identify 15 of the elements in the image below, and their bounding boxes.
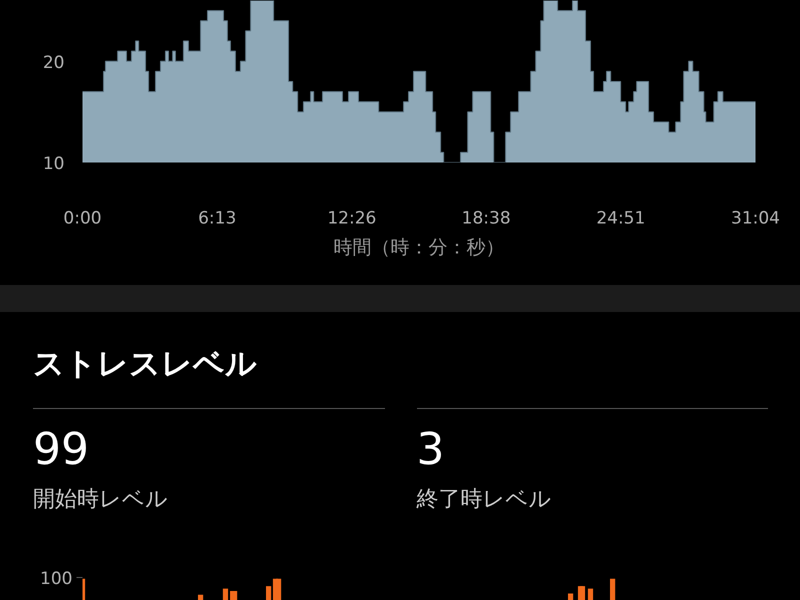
text: 終了時レベル — [416, 486, 552, 514]
y-tick-label: 10 — [42, 154, 65, 174]
text: ストレスレベル — [33, 345, 258, 384]
y-tick-label: 20 — [42, 52, 65, 73]
x-tick-label: 24:51 — [596, 208, 646, 228]
x-tick-label: 6:13 — [198, 208, 236, 228]
x-tick-label: 12:26 — [327, 208, 376, 228]
x-axis-title: 時間（時：分：秒） — [334, 236, 504, 258]
text: 99 — [33, 423, 90, 478]
y-tick-label: 100 — [40, 569, 73, 589]
text: 開始時レベル — [33, 486, 169, 514]
x-tick-label: 18:38 — [462, 208, 511, 228]
x-tick-label: 0:00 — [63, 208, 102, 228]
text: 3 — [416, 423, 446, 478]
x-tick-label: 31:04 — [731, 208, 780, 228]
